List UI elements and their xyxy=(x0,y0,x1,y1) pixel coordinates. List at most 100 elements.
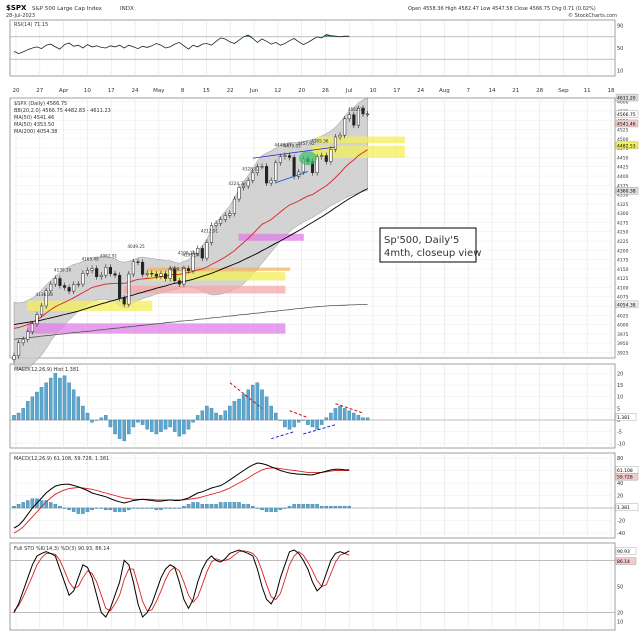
candle xyxy=(338,132,342,140)
macd-hist-bar xyxy=(71,389,76,421)
candle xyxy=(251,169,255,184)
macd-hist-bar xyxy=(145,419,149,430)
stoch-k-line xyxy=(13,549,350,618)
candle-up xyxy=(12,355,16,360)
price-y-tick: 4225 xyxy=(617,239,629,245)
candle xyxy=(269,177,273,187)
stoch-tag: 86.14 xyxy=(617,559,630,565)
annotation-box xyxy=(379,227,477,263)
macd-small-hist-bar xyxy=(150,507,154,509)
candle-down xyxy=(118,274,122,299)
macd-small-hist-bar xyxy=(71,507,76,512)
candle-up xyxy=(209,225,214,243)
macd-small-hist-bar xyxy=(237,502,241,509)
candle-up xyxy=(145,273,149,275)
candle xyxy=(113,270,117,279)
index-name: S&P 500 Large Cap Index xyxy=(32,6,103,12)
price-label: 4328.82 xyxy=(242,166,260,171)
price-y-tick: 4000 xyxy=(617,323,629,329)
candle-down xyxy=(154,273,158,277)
symbol: $SPX xyxy=(6,4,27,12)
price-panel: 4600457545504525450044754450442544004375… xyxy=(10,93,639,371)
macd-hist-legend: MACD(12,26,9) Hist 1.381 xyxy=(14,367,79,373)
macd-small-hist-bar xyxy=(246,504,250,509)
macd-small-hist-bar xyxy=(145,507,149,509)
candle-down xyxy=(150,273,154,275)
candle-down xyxy=(136,261,140,263)
macd-small-hist-bar xyxy=(287,505,292,509)
macd-small-hist-bar xyxy=(136,507,140,509)
candle xyxy=(320,152,324,160)
x-tick-label: 12 xyxy=(274,88,281,94)
x-tick-label: 24 xyxy=(417,88,424,94)
macd-small-hist-bar xyxy=(44,500,48,509)
macd-y-tick: 20 xyxy=(617,494,623,500)
candle xyxy=(333,134,338,153)
macd-small-hist-bar xyxy=(177,507,182,509)
candle xyxy=(186,265,191,274)
macd-hist-bar xyxy=(319,419,324,425)
candle-up xyxy=(72,284,76,292)
candle xyxy=(352,111,356,129)
candle xyxy=(72,281,76,295)
candle-down xyxy=(108,267,112,274)
candle xyxy=(131,258,135,278)
macd-small-hist-bar xyxy=(310,504,315,509)
macd-hist-bar xyxy=(108,419,113,428)
x-tick-label: 22 xyxy=(227,88,234,94)
candle-up xyxy=(320,155,324,157)
macdh-blue-dash xyxy=(271,431,295,440)
macd-hist-bar xyxy=(62,375,67,421)
rsi-y-tick: 90 xyxy=(617,24,623,30)
macd-small-hist-bar xyxy=(324,505,329,509)
candle-up xyxy=(338,134,342,138)
macd-hist-bar xyxy=(329,412,333,421)
candle xyxy=(81,270,85,288)
macd-hist-bar xyxy=(16,412,21,421)
macd-y-tick: 40 xyxy=(617,481,623,487)
ma-legend-1: MA(50) 4541.46 xyxy=(14,115,54,121)
macd-small-hist-bar xyxy=(200,504,205,509)
candle-up xyxy=(196,248,200,254)
macd-hist-bar xyxy=(58,377,62,421)
macd-small-hist-bar xyxy=(85,507,90,512)
price-tag: 4541.46 xyxy=(617,121,636,127)
x-tick-label: 21 xyxy=(512,88,519,94)
macd-hist-bar xyxy=(168,419,172,428)
candle-down xyxy=(62,285,67,288)
macd-hist-bar xyxy=(85,412,90,421)
macd-small-hist-bar xyxy=(292,504,296,509)
price-y-tick: 3925 xyxy=(617,350,629,356)
macd-small-hist-bar xyxy=(104,507,108,511)
candle xyxy=(324,152,328,165)
candle xyxy=(366,111,370,117)
price-label: 4195.34 xyxy=(183,253,201,258)
macd-hist-bar xyxy=(117,419,122,439)
candle xyxy=(163,270,168,282)
x-tick-label: 7 xyxy=(466,88,470,94)
candle-down xyxy=(265,166,269,184)
macdh-y-tick: -5 xyxy=(617,430,622,436)
macd-hist-bar xyxy=(26,401,30,421)
macd-hist-bar xyxy=(195,415,200,421)
candle xyxy=(95,265,99,280)
candle xyxy=(53,275,57,288)
macd-small-hist-bar xyxy=(163,507,168,509)
x-tick-label: 17 xyxy=(108,88,115,94)
candle-down xyxy=(177,280,181,285)
candle xyxy=(12,352,16,363)
macd-hist-bar xyxy=(264,396,269,421)
macd-hist-bar xyxy=(140,419,145,425)
candle xyxy=(237,184,241,202)
highlight-ellipse xyxy=(298,151,317,166)
macd-hist-bar xyxy=(342,408,347,421)
candle-up xyxy=(246,180,250,187)
macdh-y-tick: 15 xyxy=(617,383,623,389)
candle xyxy=(104,264,108,279)
price-label: 4130.30 xyxy=(54,268,72,273)
macd-hist-bar xyxy=(163,419,168,430)
candle xyxy=(329,146,333,165)
price-y-tick: 4250 xyxy=(617,230,629,236)
panel-frame-stoch xyxy=(9,542,616,631)
macd-small-hist-bar xyxy=(228,502,232,509)
